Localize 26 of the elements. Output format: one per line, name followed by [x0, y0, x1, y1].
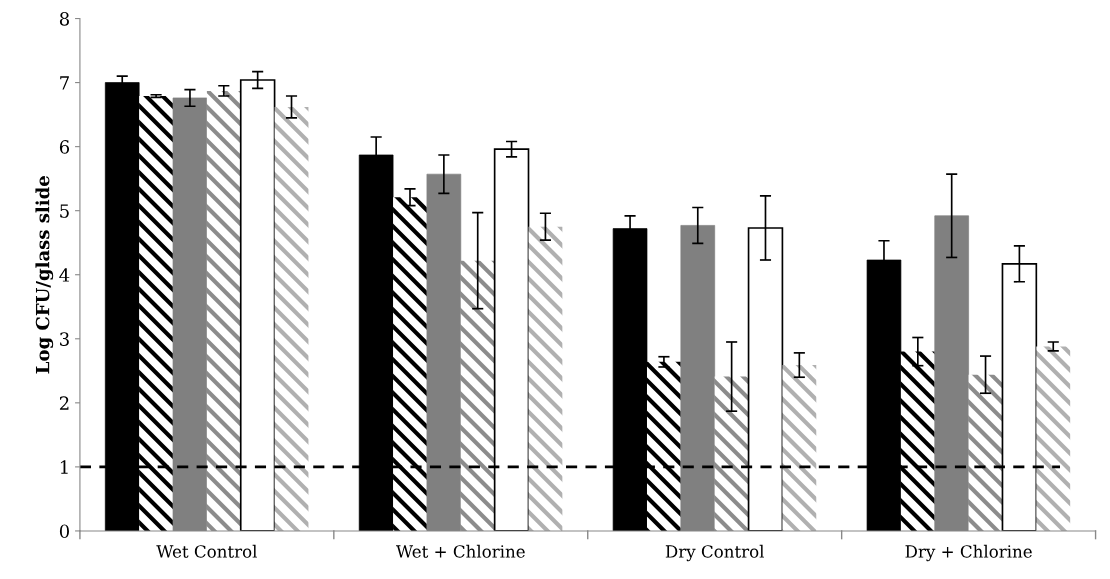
y-axis-title: Log CFU/glass slide [35, 176, 54, 374]
bar [782, 365, 817, 531]
bar [393, 197, 427, 531]
y-tick-label: 3 [60, 332, 69, 346]
bar [274, 106, 309, 531]
x-tick-label: Wet Control [156, 544, 257, 558]
bar [968, 374, 1003, 531]
y-tick-label: 7 [60, 76, 69, 90]
y-tick-label: 2 [59, 396, 69, 410]
bar [460, 260, 495, 531]
y-tick-label: 8 [59, 11, 69, 26]
bar [1036, 346, 1071, 531]
bar [206, 90, 241, 531]
bar [139, 96, 174, 531]
y-tick-label: 1 [60, 460, 68, 474]
y-tick-label: 0 [59, 524, 69, 539]
bar [528, 226, 563, 531]
bar [900, 351, 935, 531]
x-tick-label: Dry + Chlorine [905, 544, 1032, 562]
x-tick-label: Dry Control [665, 544, 764, 562]
bar [646, 361, 681, 531]
y-tick-label: 4 [59, 268, 70, 282]
x-tick-label: Wet + Chlorine [396, 544, 525, 558]
y-tick-label: 5 [60, 204, 69, 218]
bar [714, 376, 749, 531]
y-tick-label: 6 [59, 140, 70, 154]
